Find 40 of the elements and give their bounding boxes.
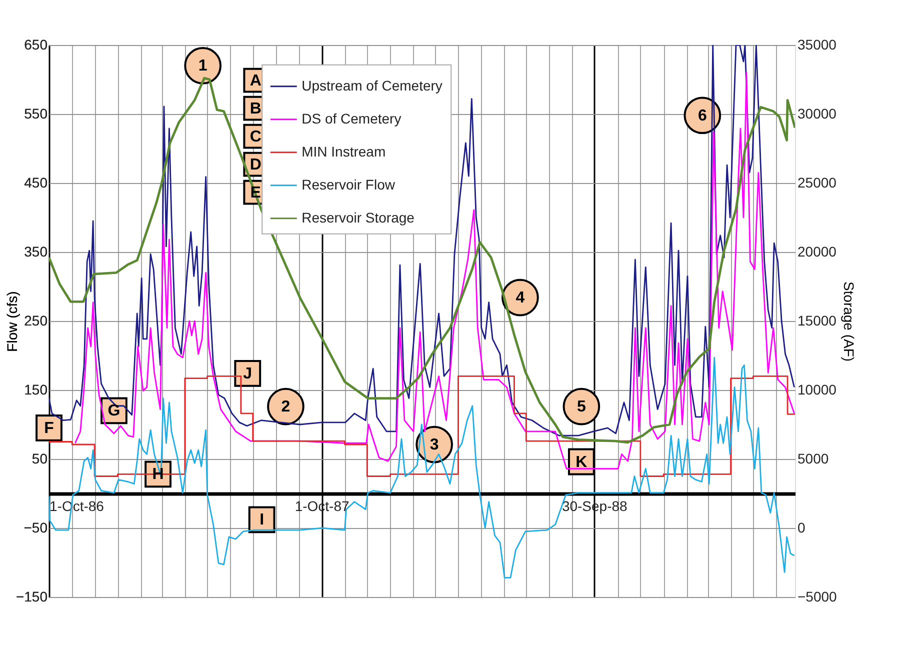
y2-axis-title: Storage (AF) bbox=[840, 281, 857, 362]
y2-tick-label: 15000 bbox=[798, 312, 837, 328]
annotation: J bbox=[243, 365, 252, 382]
legend-label: Reservoir Flow bbox=[302, 176, 396, 192]
y2-tick-label: −5000 bbox=[798, 588, 838, 604]
annotation: C bbox=[250, 128, 262, 146]
y-tick-label: −50 bbox=[24, 520, 48, 536]
y2-tick-label: 10000 bbox=[798, 382, 837, 398]
annotation: A bbox=[250, 72, 262, 90]
annotation: 3 bbox=[430, 436, 439, 454]
y-tick-label: 550 bbox=[24, 106, 48, 122]
annotation: F bbox=[44, 420, 54, 437]
y-tick-label: 650 bbox=[24, 36, 48, 52]
annotation: 6 bbox=[698, 107, 707, 124]
annotation: 1 bbox=[198, 58, 208, 75]
annotation: D bbox=[250, 156, 262, 174]
y2-tick-label: 35000 bbox=[798, 36, 837, 52]
y-tick-label: 50 bbox=[32, 450, 48, 466]
y-tick-label: 250 bbox=[24, 312, 48, 328]
y2-tick-label: 30000 bbox=[798, 106, 837, 122]
y-tick-label: 350 bbox=[24, 244, 48, 260]
y2-tick-label: 0 bbox=[798, 520, 806, 536]
annotation: 5 bbox=[576, 398, 586, 416]
y2-tick-label: 20000 bbox=[798, 244, 837, 260]
legend-label: Upstream of Cemetery bbox=[302, 77, 442, 94]
legend-label: Reservoir Storage bbox=[302, 209, 415, 226]
annotation: 4 bbox=[516, 290, 525, 307]
annotation: 2 bbox=[281, 398, 290, 416]
y-tick-label: 150 bbox=[24, 382, 48, 398]
annotation: B bbox=[250, 100, 262, 118]
y-tick-label: 450 bbox=[24, 174, 48, 190]
annotation: G bbox=[108, 402, 120, 420]
annotation: I bbox=[260, 512, 264, 529]
y-axis-title: Flow (cfs) bbox=[4, 291, 20, 352]
annotation: K bbox=[576, 454, 588, 471]
legend-label: MIN Instream bbox=[302, 143, 386, 160]
y2-tick-label: 25000 bbox=[798, 174, 837, 190]
y-tick-label: −150 bbox=[16, 588, 48, 604]
y2-tick-label: 5000 bbox=[798, 450, 829, 466]
legend-label: DS of Cemetery bbox=[302, 110, 402, 126]
